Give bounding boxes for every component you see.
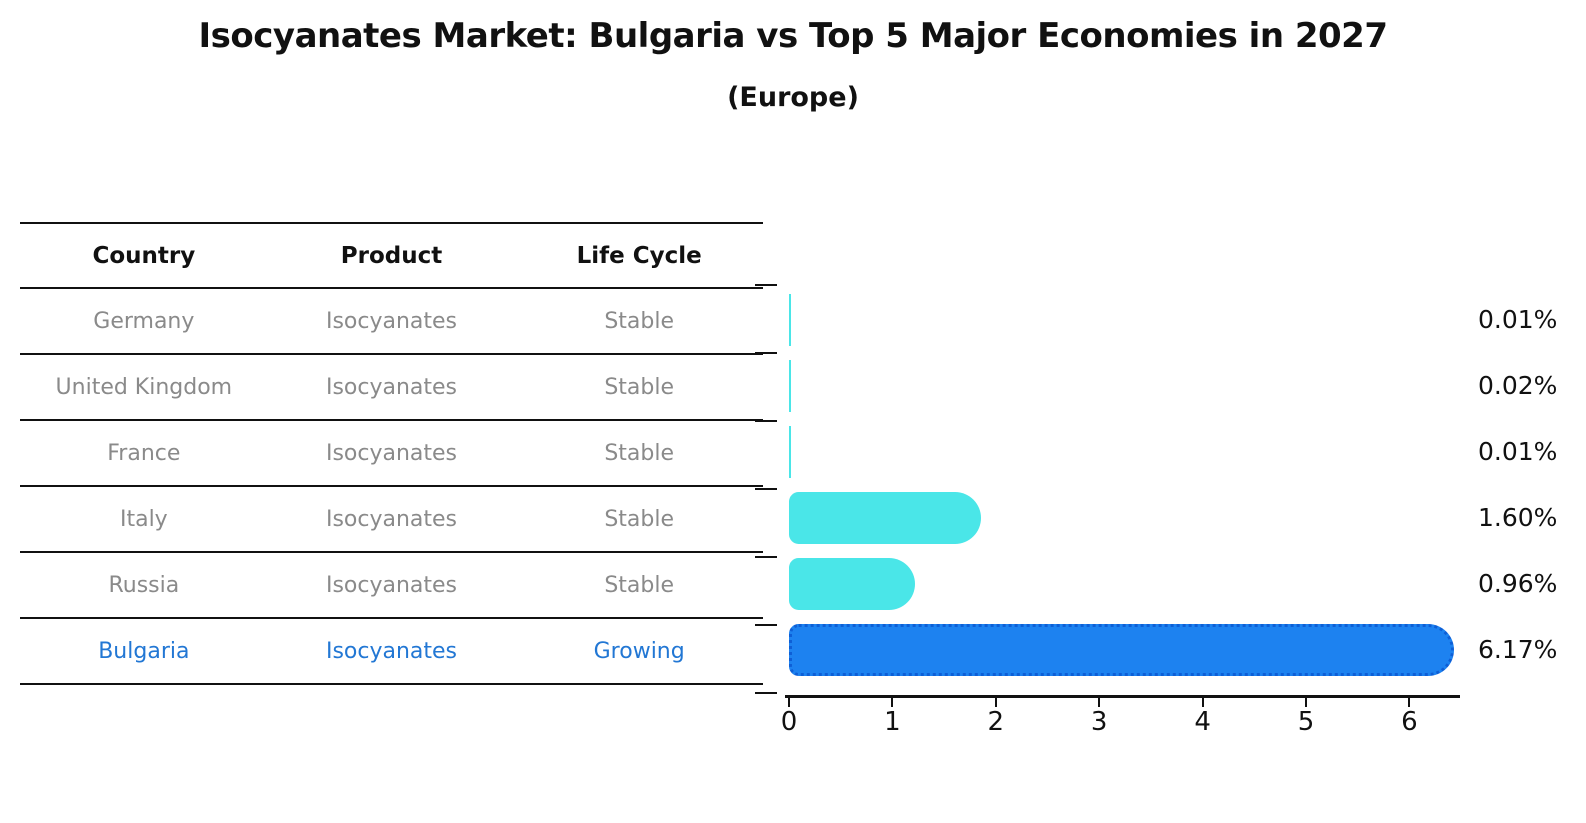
- cell-life-cycle: Stable: [604, 440, 675, 466]
- table-row-united-kingdom: United Kingdom Isocyanates Stable: [20, 355, 763, 421]
- bar-russia: [789, 558, 915, 610]
- cell-country: Russia: [108, 572, 180, 598]
- table-row-france: France Isocyanates Stable: [20, 421, 763, 487]
- cell-product: Isocyanates: [325, 440, 458, 466]
- table-row-russia: Russia Isocyanates Stable: [20, 553, 763, 619]
- cell-country: United Kingdom: [55, 374, 233, 400]
- cell-country: France: [107, 440, 181, 466]
- table-row-bulgaria: Bulgaria Isocyanates Growing: [20, 619, 763, 685]
- bar-value-label: 6.17%: [1478, 635, 1558, 664]
- bar-germany: [789, 294, 791, 346]
- cell-country: Bulgaria: [98, 638, 190, 664]
- x-axis-line: [785, 695, 1460, 698]
- bar-value-label: 0.01%: [1478, 305, 1558, 334]
- x-axis-tick: [788, 698, 790, 707]
- cell-country: Italy: [119, 506, 168, 532]
- bar-united-kingdom: [789, 360, 791, 412]
- cell-life-cycle: Stable: [604, 572, 675, 598]
- bar-value-label: 0.02%: [1478, 371, 1558, 400]
- cell-product: Isocyanates: [325, 572, 458, 598]
- country-table: Country Product Life Cycle Germany Isocyanat…: [20, 222, 763, 685]
- cell-product: Isocyanates: [325, 638, 458, 664]
- table-header-row: Country Product Life Cycle: [20, 224, 763, 289]
- cell-product: Isocyanates: [325, 506, 458, 532]
- bar-france: [789, 426, 791, 478]
- x-axis-tick-label: 1: [884, 707, 901, 737]
- x-axis-tick-label: 0: [780, 707, 798, 737]
- cell-life-cycle: Stable: [604, 308, 675, 334]
- bar-bulgaria: [789, 624, 1454, 676]
- x-axis-tick: [891, 698, 894, 707]
- column-header-life-cycle: Life Cycle: [576, 242, 702, 269]
- cell-life-cycle: Stable: [604, 374, 675, 400]
- cell-life-cycle: Growing: [593, 638, 685, 664]
- x-axis-tick-label: 5: [1297, 707, 1315, 737]
- column-header-product: Product: [340, 242, 443, 269]
- cell-life-cycle: Stable: [604, 506, 675, 532]
- chart-subtitle: (Europe): [727, 82, 859, 113]
- table-row-germany: Germany Isocyanates Stable: [20, 289, 763, 355]
- bar-value-label: 0.96%: [1478, 569, 1558, 598]
- x-axis-tick-label: 3: [1090, 707, 1108, 737]
- table-row-italy: Italy Isocyanates Stable: [20, 487, 763, 553]
- column-header-country: Country: [92, 242, 196, 269]
- cell-product: Isocyanates: [325, 374, 458, 400]
- bar-value-label: 0.01%: [1478, 437, 1558, 466]
- x-axis-tick: [994, 698, 997, 707]
- cell-country: Germany: [93, 308, 195, 334]
- x-axis-tick: [1098, 698, 1101, 707]
- y-axis-tick: [755, 692, 777, 694]
- bar-value-label: 1.60%: [1478, 503, 1558, 532]
- x-axis-tick: [1408, 698, 1411, 707]
- chart-title: Isocyanates Market: Bulgaria vs Top 5 Ma…: [198, 16, 1388, 56]
- x-axis-tick-label: 4: [1194, 707, 1211, 737]
- cell-product: Isocyanates: [325, 308, 458, 334]
- x-axis-tick-label: 2: [987, 707, 1005, 737]
- x-axis-tick: [1201, 698, 1204, 707]
- x-axis-tick: [1305, 698, 1307, 707]
- bar-italy: [789, 492, 981, 544]
- x-axis-tick-label: 6: [1401, 707, 1418, 737]
